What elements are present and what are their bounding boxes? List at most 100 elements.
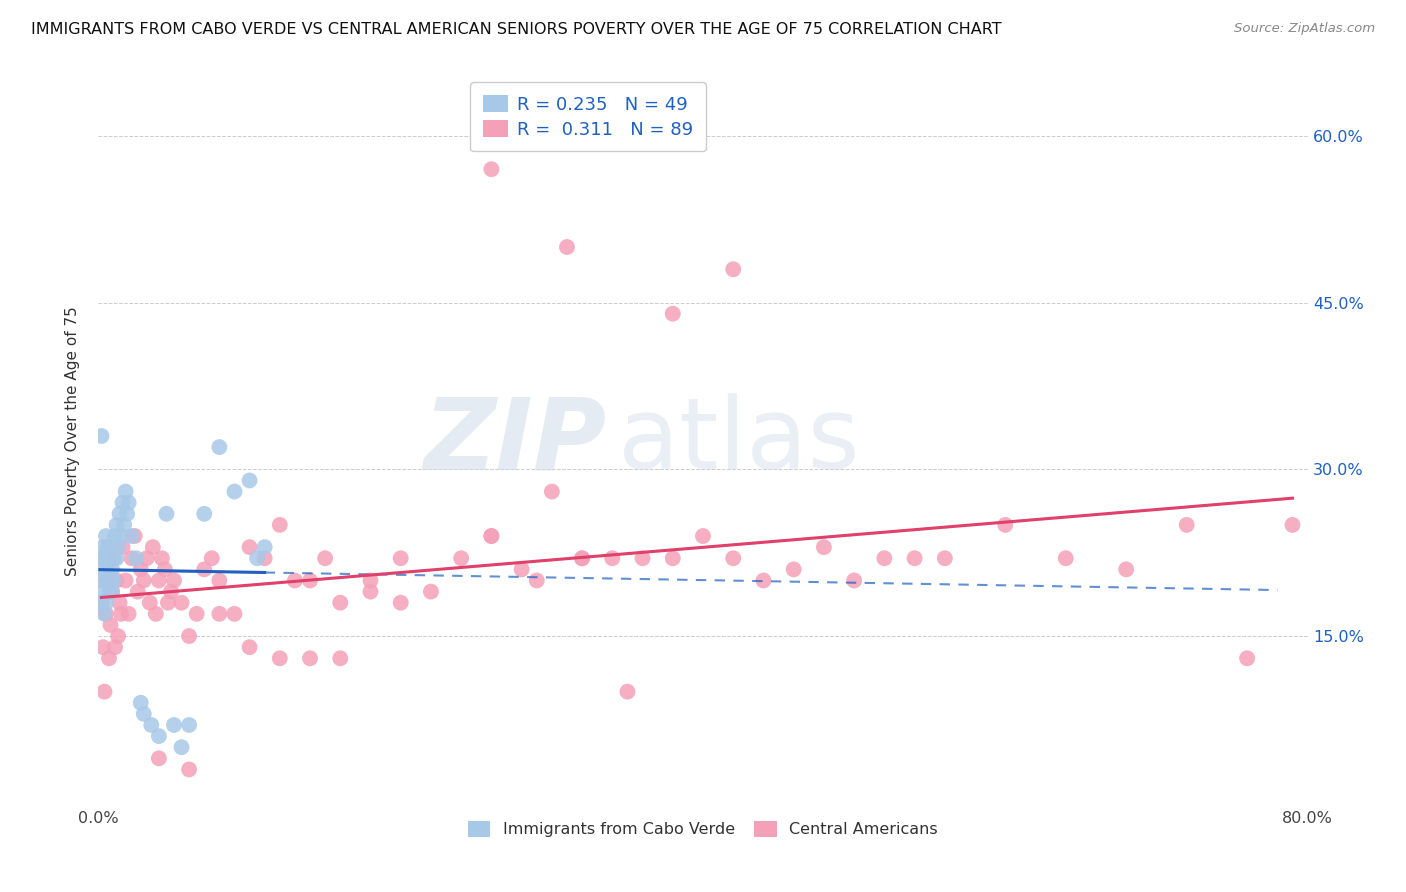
- Point: [132, 706, 155, 721]
- Point: [179, 763, 201, 777]
- Point: [118, 607, 141, 621]
- Point: [661, 307, 683, 321]
- Point: [193, 507, 215, 521]
- Point: [101, 584, 124, 599]
- Point: [93, 551, 115, 566]
- Point: [108, 507, 131, 521]
- Point: [1054, 551, 1077, 566]
- Point: [208, 607, 231, 621]
- Point: [616, 684, 638, 698]
- Point: [186, 607, 208, 621]
- Point: [1115, 562, 1137, 576]
- Point: [752, 574, 775, 588]
- Point: [1281, 517, 1303, 532]
- Point: [389, 596, 412, 610]
- Legend: Immigrants from Cabo Verde, Central Americans: Immigrants from Cabo Verde, Central Amer…: [460, 814, 946, 846]
- Point: [96, 574, 118, 588]
- Point: [360, 574, 382, 588]
- Point: [107, 629, 129, 643]
- Point: [813, 540, 835, 554]
- Point: [510, 562, 533, 576]
- Point: [150, 551, 173, 566]
- Point: [153, 562, 176, 576]
- Point: [1175, 517, 1198, 532]
- Text: ZIP: ZIP: [423, 393, 606, 490]
- Point: [148, 751, 170, 765]
- Point: [94, 574, 117, 588]
- Point: [284, 574, 307, 588]
- Point: [329, 596, 352, 610]
- Point: [127, 584, 149, 599]
- Point: [239, 474, 262, 488]
- Point: [481, 162, 503, 177]
- Point: [723, 262, 745, 277]
- Text: IMMIGRANTS FROM CABO VERDE VS CENTRAL AMERICAN SENIORS POVERTY OVER THE AGE OF 7: IMMIGRANTS FROM CABO VERDE VS CENTRAL AM…: [31, 22, 1001, 37]
- Point: [540, 484, 562, 499]
- Point: [135, 551, 157, 566]
- Point: [170, 740, 193, 755]
- Point: [124, 529, 146, 543]
- Point: [1236, 651, 1258, 665]
- Point: [555, 240, 578, 254]
- Point: [179, 718, 201, 732]
- Point: [90, 596, 112, 610]
- Point: [103, 574, 125, 588]
- Point: [101, 562, 124, 576]
- Point: [115, 507, 138, 521]
- Point: [481, 529, 503, 543]
- Point: [96, 540, 118, 554]
- Point: [98, 551, 121, 566]
- Point: [103, 551, 125, 566]
- Point: [389, 551, 412, 566]
- Point: [481, 529, 503, 543]
- Point: [239, 640, 262, 655]
- Point: [100, 574, 122, 588]
- Point: [100, 540, 122, 554]
- Point: [208, 574, 231, 588]
- Point: [163, 574, 186, 588]
- Point: [98, 584, 121, 599]
- Point: [108, 596, 131, 610]
- Point: [526, 574, 548, 588]
- Point: [246, 551, 269, 566]
- Point: [129, 696, 152, 710]
- Point: [904, 551, 927, 566]
- Point: [723, 551, 745, 566]
- Point: [873, 551, 896, 566]
- Point: [94, 529, 117, 543]
- Point: [98, 651, 121, 665]
- Point: [170, 596, 193, 610]
- Point: [141, 718, 163, 732]
- Point: [107, 540, 129, 554]
- Point: [111, 540, 134, 554]
- Point: [91, 584, 114, 599]
- Point: [114, 574, 136, 588]
- Point: [125, 551, 148, 566]
- Point: [103, 551, 125, 566]
- Point: [93, 607, 115, 621]
- Point: [602, 551, 624, 566]
- Point: [148, 729, 170, 743]
- Point: [105, 551, 128, 566]
- Point: [105, 517, 128, 532]
- Point: [420, 584, 443, 599]
- Point: [105, 574, 128, 588]
- Point: [93, 684, 115, 698]
- Point: [360, 584, 382, 599]
- Point: [148, 574, 170, 588]
- Point: [145, 607, 167, 621]
- Point: [155, 507, 177, 521]
- Point: [100, 618, 122, 632]
- Point: [156, 596, 179, 610]
- Point: [314, 551, 336, 566]
- Point: [269, 517, 291, 532]
- Point: [253, 551, 276, 566]
- Point: [844, 574, 866, 588]
- Point: [96, 562, 118, 576]
- Point: [160, 584, 183, 599]
- Point: [132, 574, 155, 588]
- Point: [253, 540, 276, 554]
- Point: [114, 484, 136, 499]
- Point: [142, 540, 165, 554]
- Y-axis label: Seniors Poverty Over the Age of 75: Seniors Poverty Over the Age of 75: [65, 307, 80, 576]
